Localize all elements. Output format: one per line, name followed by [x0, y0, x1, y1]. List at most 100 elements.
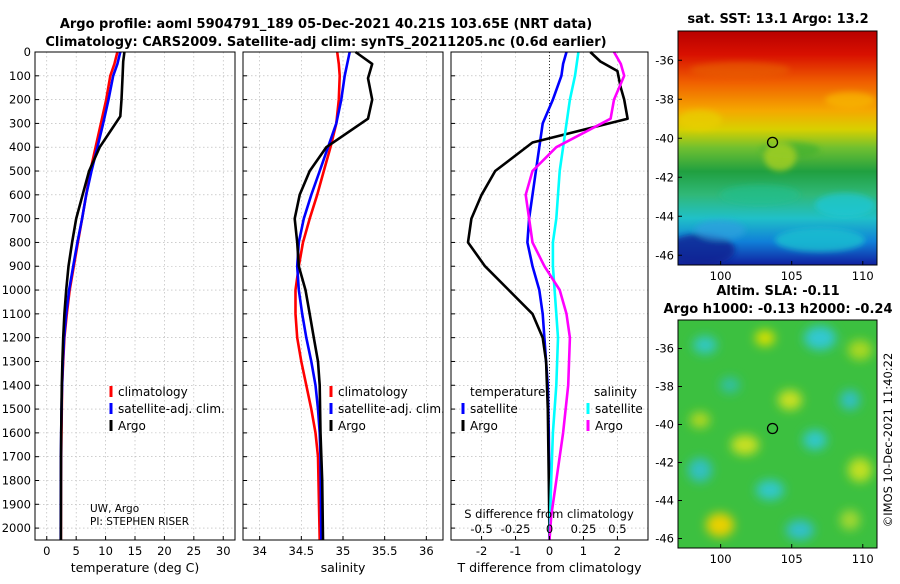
- depth-tick-label: 1400: [2, 378, 31, 392]
- diff-xtick-label: 0: [546, 544, 553, 558]
- map-ytick-label: -44: [655, 209, 674, 223]
- map-ytick-label: -42: [655, 456, 674, 470]
- temp-xtick-label: 10: [98, 544, 113, 558]
- map-ytick-label: -46: [655, 532, 674, 546]
- sal-xtick-label: 35.5: [372, 544, 398, 558]
- depth-tick-label: 1700: [2, 450, 31, 464]
- map-xtick-label: 105: [781, 269, 803, 283]
- depth-tick-label: 700: [9, 212, 31, 226]
- temp-xtick-label: 0: [43, 544, 50, 558]
- title-line-2: Climatology: CARS2009. Satellite-adj cli…: [45, 35, 606, 50]
- temp-series-argo: [59, 51, 126, 541]
- temp-xtick-label: 25: [187, 544, 202, 558]
- diff-s-tick-label: 0: [546, 522, 553, 536]
- map-ytick-label: -36: [655, 53, 674, 67]
- salinity-panel: 34 34.5 35 35.5 36 salinity: [242, 50, 444, 575]
- s-difference-label: S difference from climatology: [464, 507, 634, 521]
- sst-field-patches: [678, 62, 875, 265]
- sla-map-frame: [677, 319, 878, 549]
- sst-map-frame: [677, 30, 878, 266]
- map-xtick-label: 100: [710, 269, 732, 283]
- salinity-legend: climatology satellite-adj. clim. Argo: [329, 385, 445, 433]
- sla-map-title-2: Argo h1000: -0.13 h2000: -0.24: [663, 302, 892, 317]
- legend-satellite-label: satellite-adj. clim.: [118, 402, 225, 416]
- map-ytick-label: -36: [655, 342, 674, 356]
- sla-map-field: [678, 320, 877, 548]
- sal-xtick-label: 34.5: [289, 544, 315, 558]
- sal-xtick-label: 36: [419, 544, 434, 558]
- diff-series-salinity-satellite: [548, 51, 580, 541]
- temp-xtick-label: 15: [128, 544, 143, 558]
- depth-tick-label: 0: [24, 45, 31, 59]
- sst-map-field: [678, 31, 877, 265]
- depth-tick-label: 1100: [2, 307, 31, 321]
- sal-series-argo: [293, 50, 374, 541]
- diff-legend-t-argo-label: Argo: [470, 419, 498, 433]
- depth-tick-label: 500: [9, 164, 31, 178]
- sla-argo-position-marker: [766, 422, 779, 435]
- temperature-legend: climatology satellite-adj. clim. Argo: [109, 385, 225, 433]
- sal-xlabel: salinity: [321, 560, 366, 575]
- difference-legend: temperature satellite Argo salinity sate…: [461, 385, 643, 433]
- map-ytick-label: -38: [655, 92, 674, 106]
- legend-argo-label: Argo: [118, 419, 146, 433]
- map-xtick-label: 110: [852, 552, 874, 566]
- map-xtick-label: 100: [710, 552, 732, 566]
- diff-xtick-label: 2: [614, 544, 621, 558]
- diff-legend-s-argo-label: Argo: [595, 419, 623, 433]
- sst-map: sat. SST: 13.1 Argo: 13.2 100 105 110 -36 -3…: [655, 12, 878, 283]
- depth-tick-label: 1900: [2, 497, 31, 511]
- map-xtick-label: 105: [781, 552, 803, 566]
- depth-tick-label: 1500: [2, 402, 31, 416]
- sst-argo-position-marker: [766, 136, 779, 148]
- map-ytick-label: -40: [655, 418, 674, 432]
- sal-legend-climatology-label: climatology: [338, 385, 408, 399]
- depth-tick-label: 1600: [2, 426, 31, 440]
- temp-xlabel: temperature (deg C): [71, 560, 200, 575]
- map-xtick-label: 110: [852, 269, 874, 283]
- diff-xtick-label: 1: [580, 544, 587, 558]
- diff-xlabel: T difference from climatology: [456, 560, 642, 575]
- diff-series-salinity-argo: [524, 51, 626, 541]
- depth-tick-label: 1000: [2, 283, 31, 297]
- temp-xtick-label: 20: [157, 544, 172, 558]
- diff-series-temperature-argo: [466, 51, 629, 541]
- sal-series-climatology: [294, 51, 342, 541]
- diff-s-tick-label: -0.25: [501, 522, 531, 536]
- credit-line-1: UW, Argo: [90, 503, 139, 515]
- diff-xtick-label: -2: [476, 544, 487, 558]
- sla-map-axes: 100 105 110 -36 -38 -40 -42 -44 -46: [655, 342, 874, 567]
- map-ytick-label: -40: [655, 131, 674, 145]
- sla-field-patches: [688, 326, 872, 540]
- legend-climatology-label: climatology: [118, 385, 188, 399]
- map-ytick-label: -44: [655, 494, 674, 508]
- diff-s-tick-label: 0.5: [608, 522, 626, 536]
- sal-xtick-label: 35: [336, 544, 351, 558]
- sla-field-base: [678, 320, 877, 548]
- diff-legend-s-satellite-label: satellite: [595, 402, 643, 416]
- temp-xtick-label: 30: [216, 544, 231, 558]
- map-ytick-label: -42: [655, 170, 674, 184]
- depth-tick-label: 2000: [2, 521, 31, 535]
- depth-tick-label: 900: [9, 259, 31, 273]
- difference-panel: -2 -1 0 1 2 T difference from climatology -0.5…: [450, 51, 649, 575]
- diff-s-tick-label: 0.25: [571, 522, 597, 536]
- diff-s-tick-label: -0.5: [470, 522, 492, 536]
- diff-legend-t-satellite-label: satellite: [470, 402, 518, 416]
- imos-timestamp: ©IMOS 10-Dec-2021 11:40:22: [881, 353, 895, 528]
- depth-tick-label: 1300: [2, 354, 31, 368]
- credit-line-2: PI: STEPHEN RISER: [90, 516, 189, 528]
- sal-xtick-label: 34: [252, 544, 267, 558]
- diff-legend-salinity-title: salinity: [594, 385, 637, 399]
- map-ytick-label: -46: [655, 248, 674, 262]
- sla-map: Altim. SLA: -0.11 Argo h1000: -0.13 h200…: [655, 284, 892, 566]
- depth-tick-label: 200: [9, 93, 31, 107]
- diff-legend-temperature-title: temperature: [470, 385, 545, 399]
- map-ytick-label: -38: [655, 380, 674, 394]
- sal-legend-satellite-label: satellite-adj. clim.: [338, 402, 445, 416]
- depth-tick-label: 1200: [2, 331, 31, 345]
- diff-xtick-label: -1: [510, 544, 521, 558]
- sst-map-title: sat. SST: 13.1 Argo: 13.2: [687, 12, 868, 27]
